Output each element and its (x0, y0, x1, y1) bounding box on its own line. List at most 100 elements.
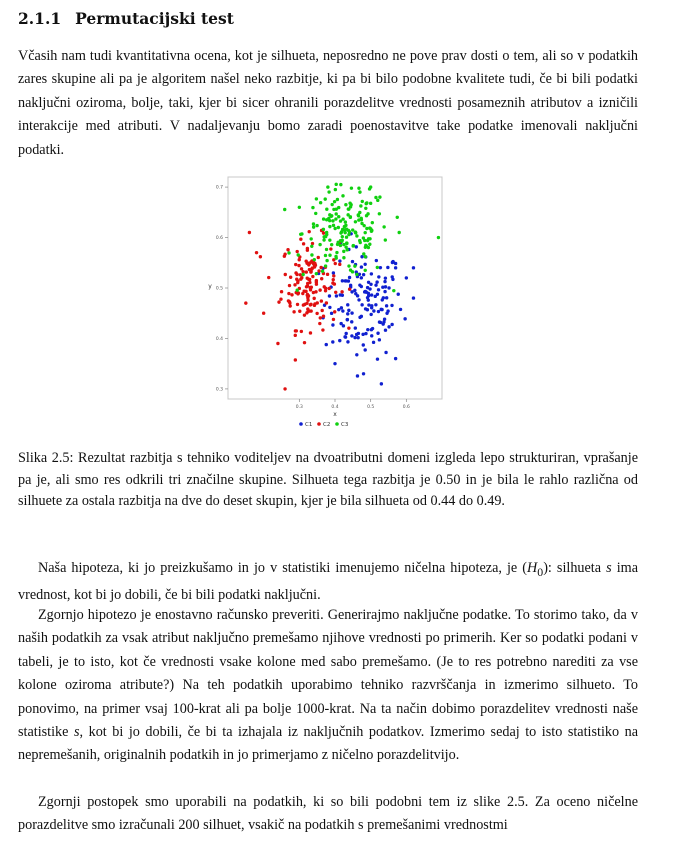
scatter-point-c3 (321, 227, 326, 232)
scatter-point-c2 (331, 317, 336, 322)
scatter-point-c2 (310, 241, 315, 246)
scatter-point-c3 (324, 230, 329, 235)
scatter-point-c1 (347, 308, 351, 313)
scatter-point-c1 (381, 285, 385, 289)
scatter-point-c1 (355, 374, 360, 378)
scatter-point-c1 (376, 309, 381, 314)
scatter-point-c1 (333, 361, 337, 366)
scatter-point-c2 (304, 270, 309, 274)
scatter-point-c2 (347, 287, 352, 291)
method-text-end: , kot bi jo dobili, če bi ta izhajala iz… (18, 724, 638, 764)
scatter-point-c3 (349, 186, 354, 190)
scatter-point-c3 (382, 225, 386, 229)
scatter-point-c1 (347, 275, 352, 280)
scatter-point-c2 (333, 310, 337, 314)
scatter-point-c1 (350, 259, 355, 264)
scatter-point-c1 (396, 292, 400, 296)
scatter-point-c1 (375, 280, 379, 284)
scatter-point-c1 (329, 311, 334, 316)
paragraph-intro: Včasih nam tudi kvantitativna ocena, kot… (18, 48, 638, 158)
scatter-point-c3 (348, 268, 353, 272)
scatter-point-c3 (283, 207, 287, 212)
scatter-point-c3 (325, 207, 329, 211)
scatter-point-c2 (321, 231, 326, 235)
scatter-point-c2 (314, 278, 319, 283)
scatter-point-c1 (379, 382, 384, 386)
scatter-point-c1 (356, 336, 360, 340)
s-symbol: s (73, 724, 80, 741)
scatter-chart: 0.3 0.4 0.5 0.6 0.3 0.4 0.5 0.6 0.7 x y C1 C2 C3 (196, 173, 446, 429)
scatter-point-c3 (376, 198, 380, 203)
legend-marker-c2 (317, 422, 321, 426)
scatter-point-c2 (299, 237, 303, 241)
scatter-point-c1 (364, 331, 368, 336)
scatter-point-c2 (293, 333, 297, 338)
scatter-point-c1 (327, 294, 332, 298)
scatter-point-c2 (296, 291, 301, 295)
scatter-point-c2 (294, 271, 298, 275)
scatter-point-c2 (298, 273, 303, 277)
scatter-point-c3 (345, 241, 349, 245)
scatter-point-c2 (312, 303, 317, 308)
scatter-point-c3 (366, 245, 371, 250)
scatter-point-c2 (311, 274, 315, 279)
scatter-point-c3 (362, 223, 366, 228)
scatter-point-c3 (327, 190, 331, 194)
scatter-point-c1 (376, 288, 381, 292)
scatter-point-c3 (357, 218, 361, 222)
scatter-point-c1 (363, 348, 367, 352)
scatter-point-c3 (341, 194, 345, 198)
scatter-point-c3 (363, 268, 367, 272)
scatter-point-c2 (296, 280, 300, 285)
scatter-point-c3 (328, 238, 332, 242)
scatter-point-c2 (338, 262, 342, 267)
scatter-point-c1 (375, 292, 380, 296)
scatter-point-c2 (247, 230, 252, 235)
scatter-point-c3 (358, 210, 362, 215)
scatter-point-c2 (302, 289, 306, 293)
paragraph-application: Zgornji postopek smo uporabili na podatk… (18, 794, 638, 834)
scatter-point-c2 (279, 289, 284, 294)
scatter-point-c3 (340, 238, 344, 243)
x-tick-label: 0.3 (296, 404, 303, 410)
scatter-point-c3 (383, 238, 388, 242)
scatter-point-c3 (324, 218, 329, 222)
scatter-point-c1 (357, 298, 361, 302)
scatter-point-c1 (338, 293, 342, 297)
scatter-point-c3 (318, 201, 323, 205)
scatter-point-c1 (367, 303, 371, 307)
scatter-point-c2 (320, 277, 324, 281)
scatter-point-c3 (344, 203, 348, 207)
scatter-point-c3 (348, 205, 353, 209)
scatter-point-c3 (332, 199, 337, 204)
scatter-point-c2 (317, 269, 321, 273)
scatter-point-c2 (323, 289, 328, 293)
scatter-point-c3 (359, 204, 363, 208)
scatter-point-c2 (332, 258, 336, 262)
scatter-point-c3 (329, 242, 334, 247)
scatter-point-c1 (355, 353, 359, 357)
scatter-point-c3 (335, 197, 340, 202)
scatter-point-c2 (299, 277, 303, 281)
scatter-point-c2 (279, 297, 283, 301)
scatter-point-c2 (308, 280, 312, 285)
scatter-point-c3 (348, 201, 352, 205)
scatter-point-c1 (387, 325, 391, 329)
scatter-point-c3 (358, 190, 362, 194)
scatter-point-c3 (360, 221, 364, 226)
scatter-point-c3 (331, 223, 336, 228)
scatter-point-c3 (357, 186, 361, 190)
scatter-point-c1 (339, 321, 343, 326)
scatter-point-c3 (368, 185, 373, 189)
scatter-point-c1 (398, 307, 403, 312)
scatter-point-c2 (298, 309, 302, 313)
scatter-point-c3 (311, 225, 316, 229)
scatter-point-c1 (365, 295, 370, 300)
scatter-point-c3 (338, 219, 343, 223)
scatter-point-c2 (286, 248, 290, 252)
scatter-point-c1 (359, 284, 364, 289)
scatter-point-c1 (369, 306, 374, 310)
scatter-point-c1 (370, 334, 374, 338)
scatter-point-c1 (344, 331, 348, 336)
scatter-point-c1 (353, 326, 358, 330)
